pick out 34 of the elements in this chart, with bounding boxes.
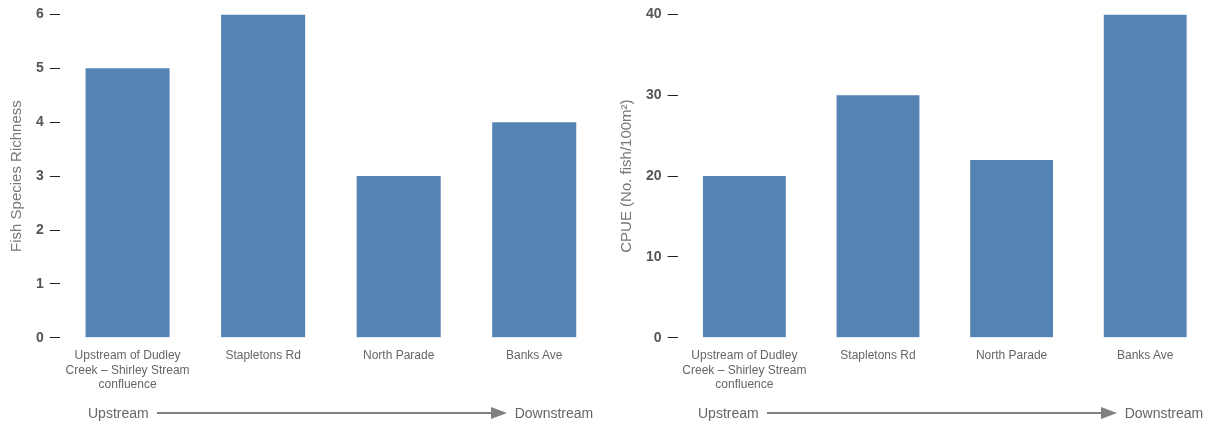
bar (221, 14, 306, 338)
y-tick-label: 4 (35, 113, 44, 130)
x-tick-label: Stapletons Rd (840, 348, 916, 363)
x-tick-label: Upstream of Dudley Creek – Shirley Stream confluence (65, 348, 190, 392)
y-axis-title: Fish Species Richness (7, 100, 25, 252)
y-tick-label: 0 (35, 328, 44, 345)
text: Upstream (698, 405, 759, 421)
y-tick-label: 30 (645, 86, 662, 103)
x-tick-label: Upstream of Dudley Creek – Shirley Stream confluence (682, 348, 807, 392)
bar (970, 159, 1054, 338)
x-tick-label: Banks Ave (1116, 348, 1174, 363)
y-axis-title: CPUE (No. fish/100m²) (617, 99, 635, 253)
text: Downstream (514, 405, 594, 421)
bar (356, 176, 441, 338)
text: Downstream (1124, 405, 1204, 421)
bar (492, 122, 577, 338)
y-tick-label: 1 (35, 274, 44, 291)
bar (85, 68, 170, 338)
y-tick-label: 2 (35, 220, 44, 237)
bar (702, 176, 786, 338)
x-tick-label: North Parade (975, 348, 1048, 363)
y-tick-label: 5 (35, 59, 44, 76)
x-tick-label: Stapletons Rd (225, 348, 301, 363)
y-tick-label: 3 (35, 166, 44, 183)
y-tick-label: 6 (35, 5, 44, 22)
y-tick-label: 10 (645, 247, 662, 264)
y-tick-label: 0 (653, 328, 662, 345)
text: Upstream (88, 405, 149, 421)
y-tick-label: 40 (645, 5, 662, 22)
y-tick-label: 20 (645, 166, 662, 183)
bar (836, 95, 920, 338)
bar (1103, 14, 1187, 338)
x-tick-label: Banks Ave (505, 348, 563, 363)
x-tick-label: North Parade (362, 348, 435, 363)
